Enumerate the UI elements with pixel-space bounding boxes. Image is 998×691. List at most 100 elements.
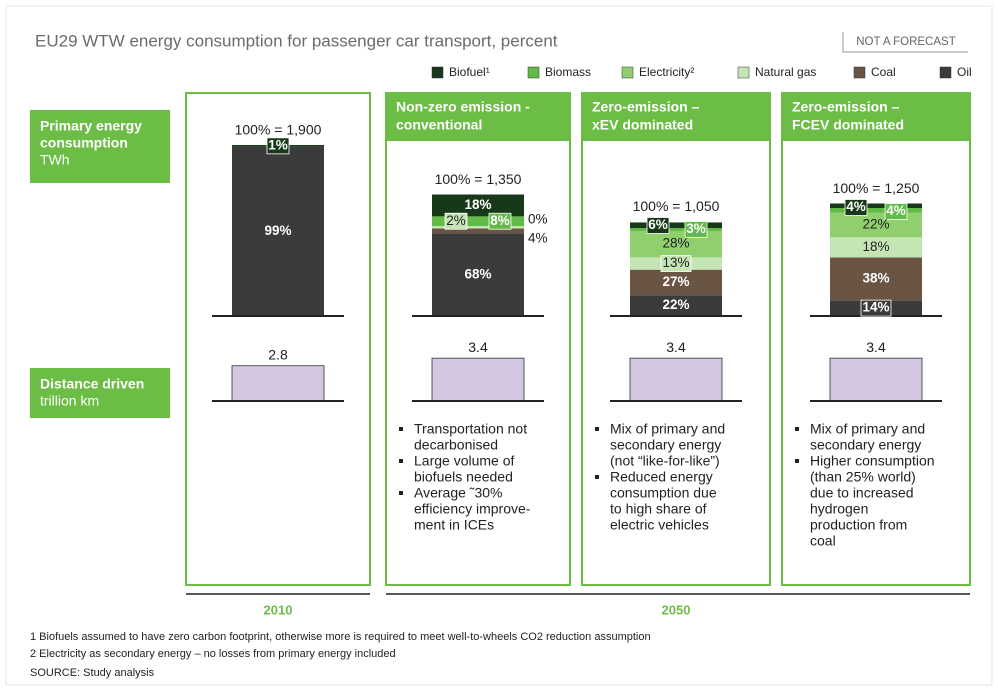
value-label: 6% [648,217,668,232]
total-label: 100% = 1,350 [435,171,522,187]
footnote: 1 Biofuels assumed to have zero carbon f… [30,631,651,643]
row-label-title: Distance driven [40,376,144,392]
year-label: 2010 [264,602,293,617]
bullet-marker [399,459,403,463]
bullet-marker [399,427,403,431]
bullet-marker [795,427,799,431]
distance-bar [829,357,923,402]
bullet-text: Large volume of [414,453,515,469]
chart-title: EU29 WTW energy consumption for passenge… [35,31,558,50]
bullet-text: efficiency improve- [414,501,531,517]
value-label: 27% [662,274,689,289]
bullet-text: (than 25% world) [810,469,916,485]
bullet-text: electric vehicles [610,517,709,533]
bullet-text: Transportation not [414,421,527,437]
tag: NOT A FORECAST [856,36,955,48]
bullet-text: ment in ICEs [414,517,494,533]
value-label: 2% [446,213,466,228]
value-label: 8% [490,213,510,228]
total-label: 100% = 1,900 [235,122,322,138]
legend-label: Electricity² [639,65,694,79]
bar-segment [432,216,524,227]
bar-segment [232,146,324,316]
row-label-title: consumption [40,135,128,151]
panel-header-text: conventional [396,117,482,133]
bar-segment [432,226,524,229]
bullet-text: Mix of primary and [610,421,725,437]
legend-swatch [621,66,634,79]
bar-segment [830,203,922,208]
bullet-marker [399,491,403,495]
bullet-text: Higher consumption [810,453,935,469]
panel-header [582,93,770,141]
tag-frame [842,32,968,53]
value-label: 18% [464,197,491,212]
value-label: 0% [528,212,548,227]
panel-header [782,93,970,141]
legend-swatch [939,66,952,79]
panel-header [386,93,570,141]
legend-label: Natural gas [755,65,816,79]
legend-label: Oil [957,65,972,79]
value-label-box [660,255,692,272]
value-label: 18% [862,239,889,254]
legend-label: Biofuel¹ [449,65,490,79]
legend-label: Coal [871,65,896,79]
value-label-box [266,137,290,155]
footnote: 2 Electricity as secondary energy – no l… [30,648,396,660]
value-label: 14% [862,300,889,315]
bullet-marker [595,475,599,479]
distance-label: 2.8 [268,346,288,362]
value-label-box [844,199,868,216]
year-label: 2050 [662,602,691,617]
legend-swatch [737,66,750,79]
value-label-box [884,203,908,220]
row-label-unit: trillion km [40,393,99,409]
value-label: 3% [686,221,706,236]
bullet-text: Mix of primary and [810,421,925,437]
distance-label: 3.4 [666,339,686,355]
bar-segment [630,222,722,229]
bullet-marker [795,459,799,463]
bullet-text: coal [810,533,836,549]
bar-segment [830,257,922,301]
value-label: 4% [886,203,906,218]
bullet-text: due to increased [810,485,914,501]
value-label: 13% [662,255,689,270]
legend-label: Biomass [545,65,591,79]
value-label-box [684,221,708,238]
row-label-title: Primary energy [40,118,142,134]
bullet-text: secondary energy [810,437,921,453]
total-label: 100% = 1,050 [633,198,720,214]
value-label-box [488,212,512,230]
distance-label: 3.4 [866,339,886,355]
bullet-text: decarbonised [414,437,498,453]
value-label: 22% [862,216,889,231]
bar-segment [432,228,524,234]
footnote: SOURCE: Study analysis [30,667,155,679]
distance-bar [231,365,325,402]
row-label-box [30,368,170,418]
value-label-box [860,299,892,317]
bar-segment [830,208,922,213]
value-label: 4% [846,199,866,214]
distance-label: 3.4 [468,339,488,355]
row-label-unit: TWh [40,152,70,168]
bar-segment [630,295,722,316]
panel-header-text: xEV dominated [592,117,693,133]
bar-segment [432,194,524,217]
bullet-text: Average ˜30% [414,485,502,501]
bullet-text: consumption due [610,485,717,501]
bullet-text: Reduced energy [610,469,713,485]
panel-header-text: Non-zero emission - [396,99,530,115]
value-label-box [444,212,468,230]
bullet-text: production from [810,517,907,533]
panel-header-text: FCEV dominated [792,117,904,133]
bullet-marker [595,427,599,431]
value-label: 68% [464,266,491,281]
bar-segment [630,269,722,296]
bar-segment [630,228,722,231]
distance-bar [431,357,525,402]
total-label: 100% = 1,250 [833,180,920,196]
